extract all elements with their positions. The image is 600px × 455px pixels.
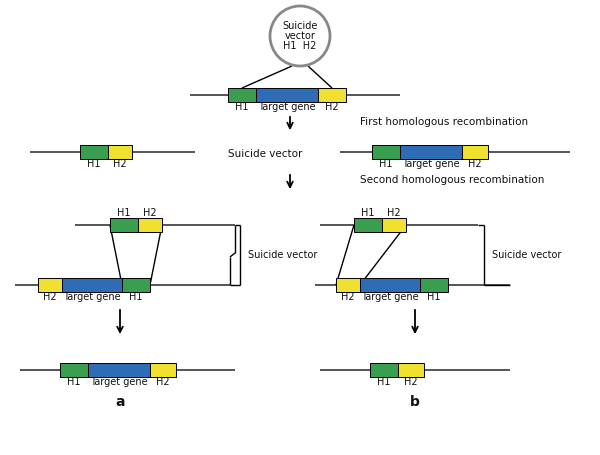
Text: H2: H2 <box>156 377 170 387</box>
Text: Second homologous recombination: Second homologous recombination <box>360 175 544 185</box>
Text: Suicide vector: Suicide vector <box>248 250 317 260</box>
Bar <box>60 363 88 377</box>
Text: a: a <box>115 395 125 409</box>
Bar <box>372 145 400 159</box>
Bar <box>318 88 346 102</box>
Text: H1: H1 <box>427 292 441 302</box>
Bar <box>382 218 406 232</box>
Bar <box>462 145 488 159</box>
Text: H2: H2 <box>404 377 418 387</box>
Bar <box>62 278 122 292</box>
Bar <box>336 278 360 292</box>
Text: First homologous recombination: First homologous recombination <box>360 117 528 127</box>
Text: H1: H1 <box>129 292 143 302</box>
Text: H1: H1 <box>117 208 131 218</box>
Bar <box>80 145 108 159</box>
Text: Suicide vector: Suicide vector <box>492 250 562 260</box>
Text: b: b <box>410 395 420 409</box>
Text: H1: H1 <box>235 102 249 112</box>
Text: Suicide vector: Suicide vector <box>228 149 302 159</box>
Bar <box>370 363 398 377</box>
Text: Target gene: Target gene <box>63 292 121 302</box>
Text: Target gene: Target gene <box>361 292 419 302</box>
Text: H1  H2: H1 H2 <box>283 41 317 51</box>
Text: H2: H2 <box>143 208 157 218</box>
Text: H1: H1 <box>361 208 375 218</box>
Text: H2: H2 <box>468 159 482 169</box>
Text: H2: H2 <box>341 292 355 302</box>
Bar <box>398 363 424 377</box>
Bar <box>354 218 382 232</box>
Text: Suicide: Suicide <box>283 21 317 31</box>
Text: H1: H1 <box>87 159 101 169</box>
Text: H1: H1 <box>67 377 81 387</box>
Text: H2: H2 <box>43 292 57 302</box>
Bar <box>88 363 150 377</box>
Text: H2: H2 <box>325 102 339 112</box>
Text: Target gene: Target gene <box>402 159 460 169</box>
Bar <box>150 363 176 377</box>
Bar <box>122 278 150 292</box>
Bar <box>256 88 318 102</box>
Bar <box>228 88 256 102</box>
Bar <box>420 278 448 292</box>
Bar <box>38 278 62 292</box>
Bar <box>138 218 162 232</box>
Text: Target gene: Target gene <box>90 377 148 387</box>
Bar <box>360 278 420 292</box>
Bar <box>110 218 138 232</box>
Text: vector: vector <box>284 31 316 41</box>
Text: H1: H1 <box>379 159 393 169</box>
Bar <box>400 145 462 159</box>
Text: H1: H1 <box>377 377 391 387</box>
Bar <box>108 145 132 159</box>
Text: Target gene: Target gene <box>258 102 316 112</box>
Text: H2: H2 <box>113 159 127 169</box>
Text: H2: H2 <box>387 208 401 218</box>
